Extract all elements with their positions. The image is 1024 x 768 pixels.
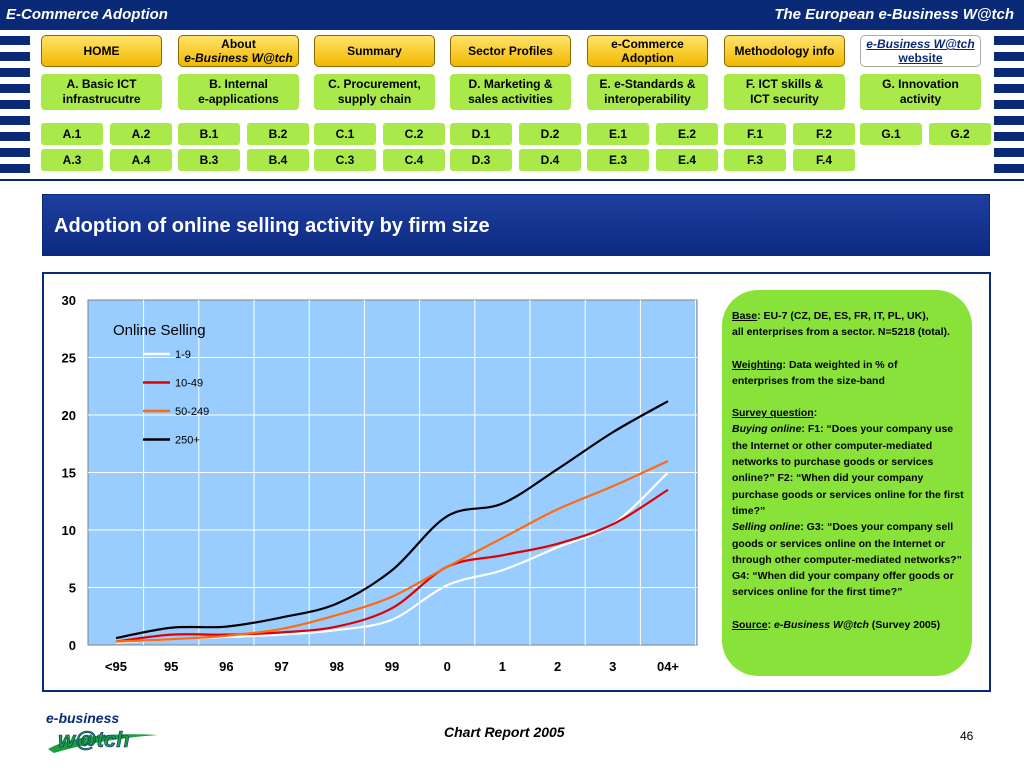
subcategory-button-c-3[interactable]: C.3	[314, 149, 376, 171]
category-sublabel: ICT security	[750, 92, 819, 106]
category-button-d[interactable]: D. Marketing & sales activities	[450, 74, 571, 110]
subcategory-button-b-2[interactable]: B.2	[247, 123, 309, 145]
nav-summary-label: Summary	[347, 44, 402, 58]
notes-panel: Base: EU-7 (CZ, DE, ES, FR, IT, PL, UK),…	[722, 290, 972, 676]
page-number: 46	[960, 729, 974, 743]
subcategory-button-d-1[interactable]: D.1	[450, 123, 512, 145]
category-label: G. Innovation	[882, 77, 959, 91]
subcategory-button-f-4[interactable]: F.4	[793, 149, 855, 171]
page-title-banner: Adoption of online selling activity by f…	[42, 194, 990, 256]
subcategory-button-f-3[interactable]: F.3	[724, 149, 786, 171]
category-label: F. ICT skills &	[745, 77, 824, 91]
logo-text-top: e-business	[46, 710, 119, 726]
category-sublabel: e-applications	[198, 92, 279, 106]
category-label: D. Marketing &	[468, 77, 553, 91]
subcategory-button-c-1[interactable]: C.1	[314, 123, 376, 145]
category-button-a[interactable]: A. Basic ICT infrastrucutre	[41, 74, 162, 110]
category-label: A. Basic ICT	[66, 77, 137, 91]
subcategory-button-d-4[interactable]: D.4	[519, 149, 581, 171]
category-button-g[interactable]: G. Innovation activity	[860, 74, 981, 110]
category-button-b[interactable]: B. Internal e-applications	[178, 74, 299, 110]
logo-swoosh	[48, 734, 158, 753]
subcategory-button-e-3[interactable]: E.3	[587, 149, 649, 171]
subcategory-button-c-2[interactable]: C.2	[383, 123, 445, 145]
selling-label: Selling online	[732, 521, 801, 534]
nav-ecommerce-adoption-button[interactable]: e-Commerce Adoption	[587, 35, 708, 67]
base-text: : EU-7 (CZ, DE, ES, FR, IT, PL, UK),	[757, 310, 929, 322]
base-label: Base	[732, 310, 758, 322]
nav-about-button[interactable]: About e-Business W@tch	[178, 35, 299, 67]
category-sublabel: supply chain	[337, 92, 412, 106]
header-divider	[0, 179, 1024, 181]
subcategory-button-e-1[interactable]: E.1	[587, 123, 649, 145]
category-sublabel: sales activities	[468, 92, 553, 106]
subcategory-button-e-2[interactable]: E.2	[656, 123, 718, 145]
weighting-label: Weighting	[732, 358, 783, 371]
source-label: Source	[732, 618, 768, 631]
source-colon: :	[767, 618, 775, 631]
publisher-title: The European e-Business W@tch	[774, 6, 1014, 23]
buying-label: Buying online	[732, 423, 802, 436]
weighting-text-2: enterprises from the size-band	[732, 374, 885, 387]
subcategory-button-c-4[interactable]: C.4	[383, 149, 445, 171]
category-button-f[interactable]: F. ICT skills & ICT security	[724, 74, 845, 110]
subcategory-button-f-1[interactable]: F.1	[724, 123, 786, 145]
subcategory-button-a-2[interactable]: A.2	[110, 123, 172, 145]
subcategory-button-e-4[interactable]: E.4	[656, 149, 718, 171]
survey-colon: :	[813, 407, 818, 420]
ebusiness-watch-logo: e-business w@tch	[46, 710, 158, 753]
subcategory-button-f-2[interactable]: F.2	[793, 123, 855, 145]
report-title: Chart Report 2005	[444, 724, 565, 740]
source-name: e-Business W@tch	[774, 618, 869, 631]
nav-adoption-label: Adoption	[621, 51, 674, 65]
nav-ecommerce-label: e-Commerce	[611, 37, 684, 51]
buying-text: : F1: “Does your company use the Interne…	[732, 423, 964, 517]
survey-label: Survey question	[732, 407, 814, 420]
logo-text-bottom: w@tch	[58, 727, 130, 752]
nav-methodology-label: Methodology info	[734, 44, 835, 58]
nav-website-label: e-Business W@tch	[866, 37, 975, 51]
source-text: (Survey 2005)	[868, 618, 941, 631]
base-text-2: all enterprises from a sector. N=5218 (t…	[732, 326, 950, 339]
weighting-text: : Data weighted in % of	[782, 358, 898, 371]
subcategory-button-b-1[interactable]: B.1	[178, 123, 240, 145]
category-sublabel: activity	[899, 92, 942, 106]
nav-about-sublabel: e-Business W@tch	[184, 51, 293, 65]
category-label: C. Procurement,	[328, 77, 421, 91]
nav-summary-button[interactable]: Summary	[314, 35, 435, 67]
page-title: Adoption of online selling activity by f…	[54, 215, 490, 237]
top-bar: E-Commerce Adoption The European e-Busin…	[0, 0, 1024, 30]
nav-sector-profiles-button[interactable]: Sector Profiles	[450, 35, 571, 67]
nav-website-link[interactable]: e-Business W@tch website	[860, 35, 981, 67]
left-stripes	[0, 34, 30, 174]
app-title: E-Commerce Adoption	[6, 6, 168, 23]
subcategory-button-b-4[interactable]: B.4	[247, 149, 309, 171]
right-stripes	[994, 34, 1024, 174]
selling-text: : G3: “Does your company sell goods or s…	[732, 521, 962, 599]
nav-methodology-button[interactable]: Methodology info	[724, 35, 845, 67]
category-button-c[interactable]: C. Procurement, supply chain	[314, 74, 435, 110]
nav-website-sublabel: website	[898, 51, 943, 65]
subcategory-button-a-4[interactable]: A.4	[110, 149, 172, 171]
subcategory-button-a-1[interactable]: A.1	[41, 123, 103, 145]
category-button-e[interactable]: E. e-Standards & interoperability	[587, 74, 708, 110]
nav-about-label: About	[221, 37, 256, 51]
subcategory-button-d-2[interactable]: D.2	[519, 123, 581, 145]
nav-sector-profiles-label: Sector Profiles	[468, 44, 553, 58]
subcategory-button-g-1[interactable]: G.1	[860, 123, 922, 145]
category-sublabel: interoperability	[604, 92, 691, 106]
nav-home-label: HOME	[83, 44, 120, 58]
category-sublabel: infrastrucutre	[62, 92, 141, 106]
nav-home-button[interactable]: HOME	[41, 35, 162, 67]
subcategory-button-g-2[interactable]: G.2	[929, 123, 991, 145]
category-label: E. e-Standards &	[599, 77, 696, 91]
category-label: B. Internal	[209, 77, 268, 91]
subcategory-button-d-3[interactable]: D.3	[450, 149, 512, 171]
subcategory-button-a-3[interactable]: A.3	[41, 149, 103, 171]
subcategory-button-b-3[interactable]: B.3	[178, 149, 240, 171]
